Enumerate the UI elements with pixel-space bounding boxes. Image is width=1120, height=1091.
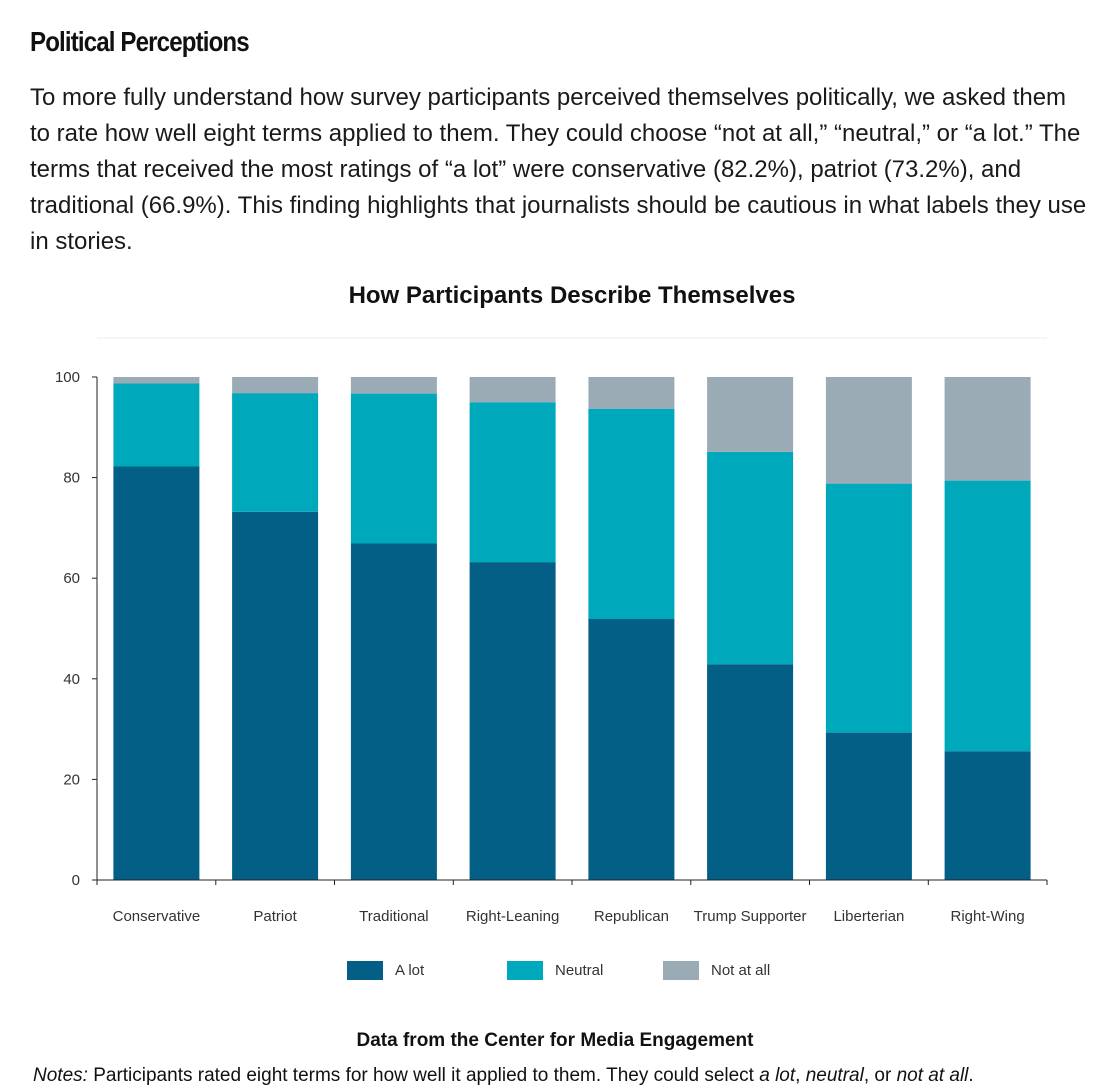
- intro-paragraph: To more fully understand how survey part…: [30, 84, 1087, 255]
- x-tick-label-right-leaning: Right-Leaning: [466, 908, 559, 925]
- legend-swatch-neutral: [507, 961, 543, 980]
- x-tick-label-conservative: Conservative: [113, 908, 201, 925]
- notes-text: Participants rated eight terms for how w…: [87, 1065, 760, 1086]
- bar-traditional-not-at-all: [350, 377, 437, 394]
- source-note: Data from the Center for Media Engagemen…: [356, 1030, 754, 1051]
- bar-right-wing-not-at-all: [944, 377, 1031, 481]
- notes-option-not-at-all: not at all: [896, 1065, 969, 1086]
- category-labels-group: Conservative Patriot Traditional Right-Lean…: [113, 908, 1025, 925]
- notes-separator: , or: [863, 1065, 897, 1086]
- notes-label: Notes:: [33, 1065, 88, 1086]
- y-tick-label-0: 0: [72, 872, 80, 889]
- bar-republican-a-lot: [588, 618, 675, 880]
- page-heading: Political Perceptions: [30, 26, 250, 57]
- y-tick-label-60: 60: [63, 570, 80, 587]
- legend-label-not-at-all: Not at all: [711, 962, 770, 979]
- x-tick-label-right-wing: Right-Wing: [951, 908, 1025, 925]
- y-tick-label-40: 40: [63, 671, 80, 688]
- y-ticks-group: 0 20 40 60 80 100: [55, 369, 97, 889]
- x-tick-label-liberterian: Liberterian: [833, 908, 904, 925]
- bar-traditional-neutral: [350, 393, 437, 544]
- notes-option-neutral: neutral: [805, 1065, 864, 1086]
- axes-group: [96, 377, 1048, 885]
- x-tick-label-republican: Republican: [594, 908, 669, 925]
- bar-conservative-not-at-all: [113, 377, 200, 384]
- chart-title: How Participants Describe Themselves: [348, 282, 796, 309]
- bar-patriot-not-at-all: [232, 377, 319, 394]
- bar-trump-supporter-a-lot: [707, 664, 794, 880]
- legend-swatch-a-lot: [347, 961, 383, 980]
- bar-liberterian-a-lot: [825, 732, 912, 880]
- notes-separator: ,: [795, 1065, 806, 1086]
- legend-label-neutral: Neutral: [555, 962, 603, 979]
- bar-republican-not-at-all: [588, 377, 675, 409]
- y-tick-label-100: 100: [55, 369, 80, 386]
- legend-label-a-lot: A lot: [395, 962, 425, 979]
- bar-right-wing-neutral: [944, 480, 1031, 752]
- bar-right-leaning-a-lot: [469, 562, 556, 880]
- legend-swatch-not-at-all: [663, 961, 699, 980]
- notes-option-a-lot: a lot: [759, 1065, 796, 1086]
- bar-liberterian-neutral: [825, 483, 912, 733]
- stacked-bar-chart: 0 20 40 60 80 100 Conservative Patriot Traditio…: [55, 337, 1048, 980]
- bar-right-leaning-neutral: [469, 402, 556, 563]
- bar-conservative-a-lot: [113, 466, 200, 880]
- bar-trump-supporter-not-at-all: [707, 377, 794, 452]
- bar-liberterian-not-at-all: [825, 377, 912, 484]
- legend: A lot Neutral Not at all: [347, 961, 770, 980]
- bar-right-leaning-not-at-all: [469, 377, 556, 403]
- bars-group: [113, 377, 1031, 880]
- y-tick-label-80: 80: [63, 470, 80, 487]
- y-tick-label-20: 20: [63, 771, 80, 788]
- x-tick-label-traditional: Traditional: [359, 908, 428, 925]
- notes-line: Notes: Participants rated eight terms fo…: [33, 1065, 974, 1087]
- bar-patriot-a-lot: [232, 511, 319, 880]
- x-tick-label-patriot: Patriot: [253, 908, 297, 925]
- bar-right-wing-a-lot: [944, 751, 1031, 880]
- bar-trump-supporter-neutral: [707, 451, 794, 665]
- bar-patriot-neutral: [232, 393, 319, 512]
- bar-traditional-a-lot: [350, 543, 437, 880]
- notes-end: .: [968, 1065, 974, 1086]
- x-tick-label-trump-supporter: Trump Supporter: [694, 908, 807, 925]
- bar-conservative-neutral: [113, 383, 200, 467]
- bar-republican-neutral: [588, 408, 675, 619]
